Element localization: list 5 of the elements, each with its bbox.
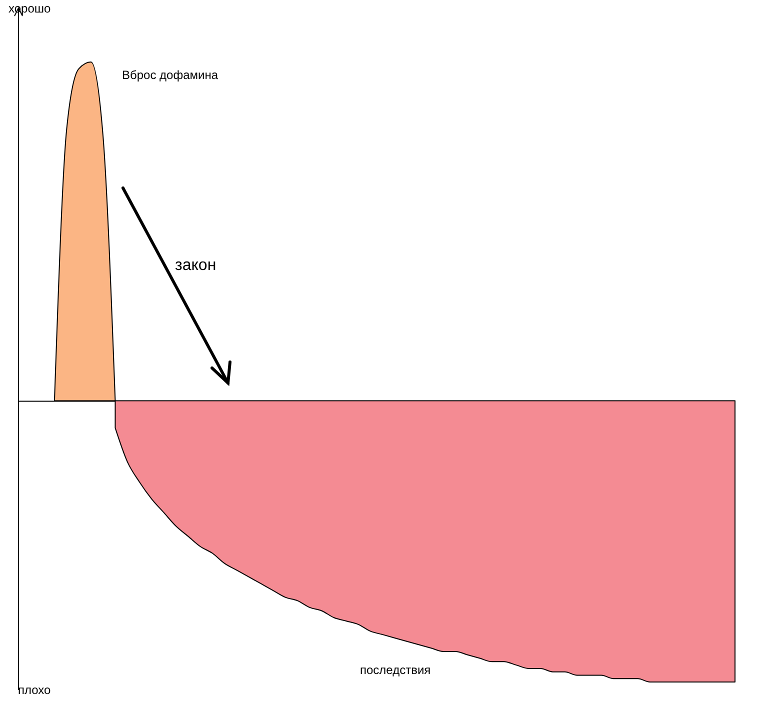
annotation: закон xyxy=(175,257,216,274)
annotation: последствия xyxy=(360,663,431,677)
text: плохо xyxy=(18,683,52,697)
y-axis-title: хорошо xyxy=(8,2,52,16)
annotation: Вброс дофамина xyxy=(122,68,218,82)
